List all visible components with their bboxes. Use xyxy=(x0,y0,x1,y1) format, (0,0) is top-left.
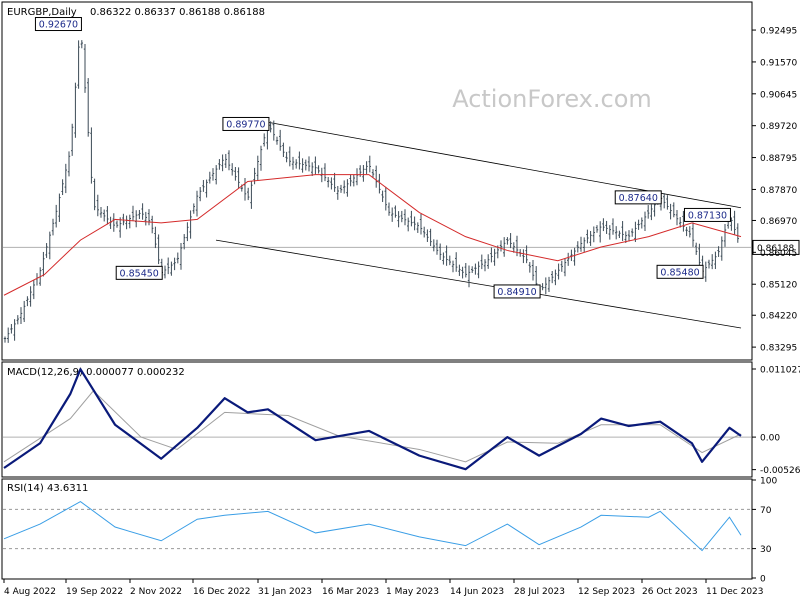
macd-y-tick-label: 0.011027 xyxy=(760,366,800,376)
rsi-panel-frame xyxy=(1,478,753,580)
price-y-tick-label: 0.90645 xyxy=(760,90,797,100)
price-label-box xyxy=(222,116,270,131)
rsi-series-group xyxy=(3,500,751,552)
price-label-text: 0.89770 xyxy=(226,119,265,130)
price-y-tick-label: 0.83295 xyxy=(760,344,797,354)
x-tick-label: 1 May 2023 xyxy=(386,587,439,597)
price-y-tick-label: 0.86045 xyxy=(760,249,797,259)
price-label-box xyxy=(115,265,163,280)
watermark-text: ActionForex.com xyxy=(452,85,652,113)
x-axis-group: 4 Aug 2022 19 Sep 2022 2 Nov 2022 16 Dec 20… xyxy=(3,579,764,597)
x-tick-label: 2 Nov 2022 xyxy=(130,587,182,597)
channel-upper-line xyxy=(267,121,742,209)
macd-panel-frame xyxy=(1,361,753,478)
x-tick-label: 28 Jul 2023 xyxy=(514,587,565,597)
x-tick-label: 4 Aug 2022 xyxy=(4,587,56,597)
price-series-group xyxy=(3,40,739,343)
price-label-text: 0.87640 xyxy=(619,193,658,204)
macd-main-line xyxy=(3,368,742,471)
price-label-box xyxy=(493,284,541,299)
price-y-tick-label: 0.84220 xyxy=(760,312,797,322)
price-y-tick-label: 0.88795 xyxy=(760,154,797,164)
x-tick-label: 16 Dec 2022 xyxy=(193,587,251,597)
price-labels-group: 0.92670 0.89770 0.85450 0.84910 0.87640 0.871… xyxy=(34,17,731,299)
price-y-tick-label: 0.86970 xyxy=(760,217,797,227)
last-price-box xyxy=(752,239,800,255)
x-tick-label: 26 Oct 2023 xyxy=(642,587,698,597)
price-label-text: 0.85450 xyxy=(120,268,159,279)
price-label-text: 0.92670 xyxy=(39,20,78,31)
price-label-text: 0.87130 xyxy=(688,210,727,221)
macd-header: MACD(12,26,9) 0.000077 0.000232 xyxy=(7,367,185,378)
price-y-tick-label: 0.89720 xyxy=(760,122,797,132)
rsi-header: RSI(14) 43.6311 xyxy=(7,483,88,494)
price-label-box xyxy=(614,190,662,205)
channel-lower-line xyxy=(215,239,742,329)
x-tick-label: 19 Sep 2022 xyxy=(66,587,123,597)
rsi-y-tick-label: 0 xyxy=(760,575,766,585)
rsi-y-tick-label: 70 xyxy=(760,506,772,516)
rsi-y-tick-label: 100 xyxy=(760,477,777,487)
price-y-tick-label: 0.92495 xyxy=(760,27,797,37)
last-price-label: 0.86188 xyxy=(757,244,794,254)
price-y-tick-label: 0.91570 xyxy=(760,58,797,68)
rsi-line xyxy=(3,500,742,552)
price-header-symbol: EURGBP,Daily xyxy=(7,7,77,18)
x-tick-label: 12 Sep 2023 xyxy=(578,587,635,597)
moving-average-group xyxy=(3,174,742,296)
price-header-ohlc: 0.86322 0.86337 0.86188 0.86188 xyxy=(90,7,265,18)
x-tick-label: 16 Mar 2023 xyxy=(322,587,379,597)
current-level-group: 0.86188 xyxy=(3,239,800,255)
moving-average-line xyxy=(3,174,742,296)
price-y-tick-label: 0.85120 xyxy=(760,281,797,291)
price-label-box xyxy=(656,264,704,279)
price-label-text: 0.84910 xyxy=(497,287,536,298)
x-tick-label: 11 Dec 2023 xyxy=(706,587,764,597)
price-label-box xyxy=(683,207,731,222)
macd-series-group xyxy=(3,368,751,471)
price-panel-frame xyxy=(1,1,753,361)
price-y-tick-label: 0.87870 xyxy=(760,186,797,196)
y-axis-group: 0.92495 0.91570 0.90645 0.89720 0.88795 0.878… xyxy=(752,27,800,585)
rsi-y-tick-label: 30 xyxy=(760,545,772,555)
x-tick-label: 31 Jan 2023 xyxy=(258,587,312,597)
x-tick-label: 14 Jun 2023 xyxy=(450,587,504,597)
macd-y-tick-label: -0.005267 xyxy=(760,466,800,476)
channel-lines-group xyxy=(215,121,742,329)
macd-y-tick-label: 0.00 xyxy=(760,434,780,444)
price-label-box xyxy=(34,17,82,32)
price-label-text: 0.85480 xyxy=(660,267,699,278)
